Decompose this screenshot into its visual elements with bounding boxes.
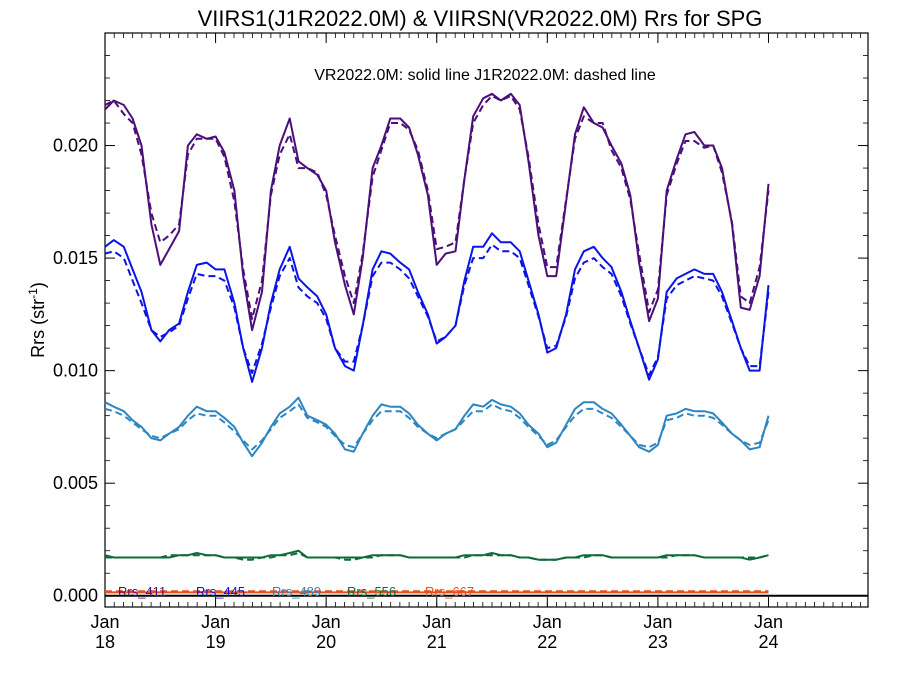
x-tick-label-month: Jan xyxy=(201,612,230,632)
y-axis-label-close: ) xyxy=(28,282,48,288)
legend-label-rrs-556: Rrs_556 xyxy=(347,584,396,599)
legend-label-rrs-411: Rrs_411 xyxy=(118,584,166,599)
y-tick-label: 0.010 xyxy=(53,361,98,381)
x-tick-label-year: 21 xyxy=(427,632,447,652)
legend-label-rrs-489: Rrs_489 xyxy=(272,584,321,599)
y-tick-label: 0.015 xyxy=(53,248,98,268)
x-tick-label-year: 24 xyxy=(758,632,778,652)
x-tick-label-year: 18 xyxy=(95,632,115,652)
x-tick-label-month: Jan xyxy=(90,612,119,632)
y-axis-label-text: Rrs (str xyxy=(28,299,48,358)
series-line-rrs-489-solid xyxy=(104,396,770,458)
chart-title: VIIRS1(J1R2022.0M) & VIIRSN(VR2022.0M) R… xyxy=(198,6,763,31)
x-tick-label-month: Jan xyxy=(422,612,451,632)
legend-label-rrs-445: Rrs_445 xyxy=(196,584,245,599)
x-tick-label-year: 20 xyxy=(316,632,336,652)
line-style-note: VR2022.0M: solid line J1R2022.0M: dashed… xyxy=(314,67,656,84)
series-line-rrs-489-dashed xyxy=(104,403,770,451)
plot-area: 0.0000.0050.0100.0150.020Jan18Jan19Jan20… xyxy=(53,32,869,652)
series-line-rrs-445-solid xyxy=(104,232,770,383)
series-line-rrs-556-dashed xyxy=(105,552,769,561)
y-tick-label: 0.020 xyxy=(53,136,98,156)
y-axis-label-superscript: -1 xyxy=(26,288,40,299)
x-tick-label-year: 19 xyxy=(206,632,226,652)
x-tick-label-month: Jan xyxy=(643,612,672,632)
series-line-rrs-445-dashed xyxy=(104,243,770,377)
legend-label-rrs-667: Rrs_667 xyxy=(425,584,474,599)
series-line-rrs-411-dashed xyxy=(104,95,770,320)
y-tick-label: 0.005 xyxy=(53,473,98,493)
x-tick-label-year: 23 xyxy=(648,632,668,652)
y-tick-label: 0.000 xyxy=(53,586,98,606)
x-tick-label-month: Jan xyxy=(533,612,562,632)
series-line-rrs-411-solid xyxy=(104,92,770,332)
y-axis-label: Rrs (str-1) xyxy=(26,282,48,358)
x-tick-label-month: Jan xyxy=(754,612,783,632)
x-tick-label-year: 22 xyxy=(537,632,557,652)
plot-frame xyxy=(104,32,869,608)
x-tick-label-month: Jan xyxy=(312,612,341,632)
